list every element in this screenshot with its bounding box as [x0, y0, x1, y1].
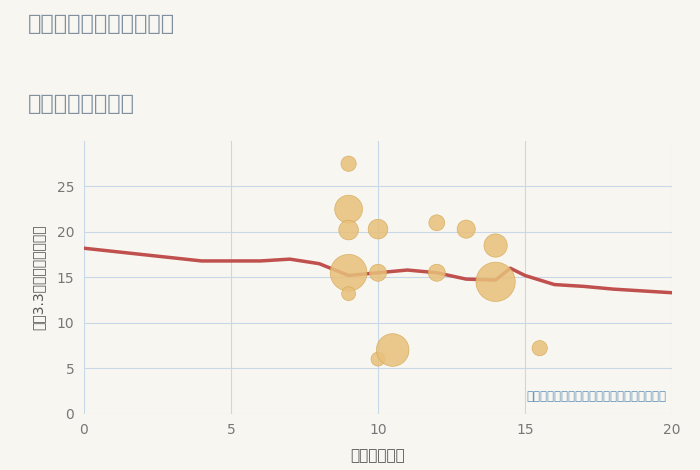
Text: 駅距離別土地価格: 駅距離別土地価格	[28, 94, 135, 114]
X-axis label: 駅距離（分）: 駅距離（分）	[351, 448, 405, 463]
Point	[387, 346, 398, 354]
Text: 三重県四日市市大宮町の: 三重県四日市市大宮町の	[28, 14, 175, 34]
Point	[372, 269, 384, 276]
Text: 円の大きさは、取引のあった物件面積を示す: 円の大きさは、取引のあった物件面積を示す	[526, 390, 666, 403]
Point	[343, 205, 354, 213]
Point	[534, 345, 545, 352]
Point	[343, 160, 354, 167]
Y-axis label: 坪（3.3㎡）単価（万円）: 坪（3.3㎡）単価（万円）	[32, 225, 46, 330]
Point	[343, 269, 354, 276]
Point	[431, 269, 442, 276]
Point	[372, 355, 384, 363]
Point	[431, 219, 442, 227]
Point	[490, 278, 501, 286]
Point	[343, 226, 354, 234]
Point	[461, 226, 472, 233]
Point	[490, 242, 501, 249]
Point	[343, 290, 354, 298]
Point	[372, 226, 384, 233]
